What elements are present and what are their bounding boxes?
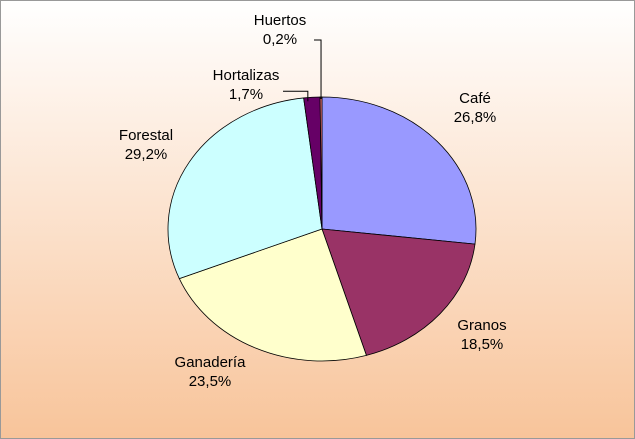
slice-label: Granos — [457, 317, 506, 334]
pie-slice — [178, 228, 367, 362]
slice-label: Café — [459, 90, 491, 107]
slice-value-label: 23,5% — [189, 373, 232, 390]
slice-value-label: 29,2% — [125, 146, 168, 163]
pie-slice — [321, 228, 476, 356]
pie-slice — [167, 97, 323, 280]
slice-value-label: 0,2% — [263, 31, 297, 48]
leader-line — [314, 39, 322, 100]
slice-label: Forestal — [119, 127, 173, 144]
slice-label: Huertos — [254, 12, 307, 29]
slice-label: Hortalizas — [213, 67, 280, 84]
leader-line — [283, 90, 309, 102]
slice-label: Ganadería — [175, 354, 247, 371]
pie-slice — [321, 96, 477, 245]
slice-value-label: 26,8% — [454, 109, 497, 126]
slice-value-label: 1,7% — [229, 86, 263, 103]
slice-value-label: 18,5% — [461, 336, 504, 353]
